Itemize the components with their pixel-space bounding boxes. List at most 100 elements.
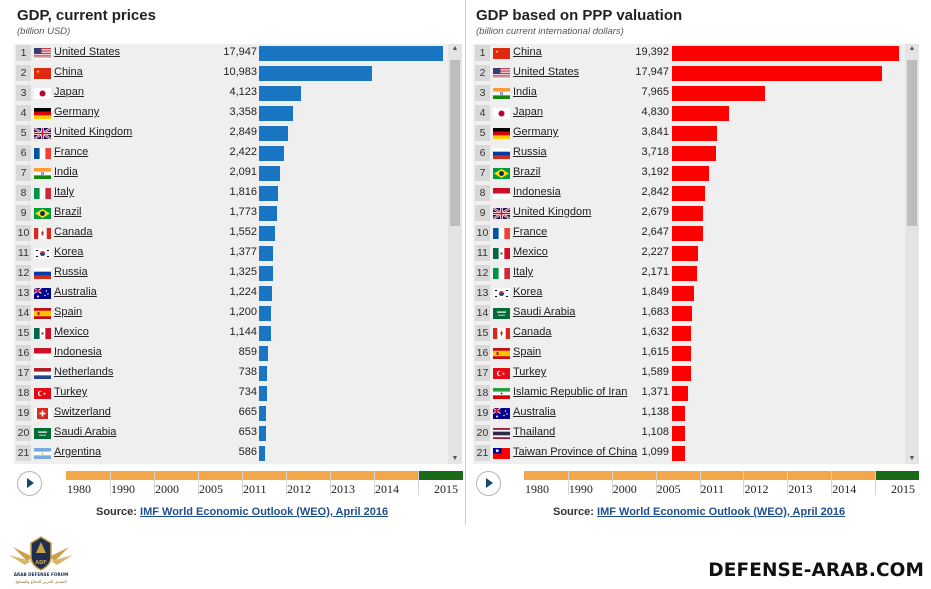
country-name[interactable]: Switzerland — [54, 406, 111, 418]
ranking-row[interactable]: 10 Canada 1,552 — [14, 224, 444, 242]
ranking-row[interactable]: 19 Switzerland 665 — [14, 404, 444, 422]
ranking-row[interactable]: 16 Indonesia 859 — [14, 344, 444, 362]
year-label[interactable]: 2013 — [788, 482, 813, 496]
country-name[interactable]: Russia — [513, 146, 547, 158]
year-label[interactable]: 2014 — [832, 482, 857, 496]
ranking-row[interactable]: 18 ★ Turkey 734 — [14, 384, 444, 402]
ranking-row[interactable]: 15 Mexico 1,144 — [14, 324, 444, 342]
ranking-row[interactable]: 19 Australia 1,138 — [473, 404, 903, 422]
ranking-row[interactable]: 3 Japan 4,123 — [14, 84, 444, 102]
country-name[interactable]: Germany — [54, 106, 100, 118]
timeline-segment[interactable] — [743, 471, 788, 480]
country-name[interactable]: Netherlands — [54, 366, 114, 378]
country-name[interactable]: Germany — [513, 126, 559, 138]
timeline-segment[interactable] — [286, 471, 331, 480]
timeline-segment[interactable] — [242, 471, 287, 480]
timeline-segment[interactable] — [110, 471, 155, 480]
year-label[interactable]: 2012 — [744, 482, 769, 496]
country-name[interactable]: Turkey — [54, 386, 88, 398]
ranking-row[interactable]: 4 Germany 3,358 — [14, 104, 444, 122]
country-name[interactable]: China — [54, 66, 83, 78]
scroll-up-icon[interactable]: ▲ — [451, 45, 459, 52]
country-name[interactable]: Islamic Republic of Iran — [513, 386, 628, 398]
play-button[interactable] — [476, 471, 501, 496]
year-label[interactable]: 1990 — [111, 482, 135, 496]
country-name[interactable]: Japan — [513, 106, 543, 118]
country-name[interactable]: Thailand — [513, 426, 556, 438]
country-name[interactable]: Australia — [54, 286, 97, 298]
ranking-row[interactable]: 1 ★ China 19,392 — [473, 44, 903, 62]
timeline-segment[interactable] — [524, 471, 569, 480]
country-name[interactable]: Italy — [513, 266, 534, 278]
ranking-row[interactable]: 10 France 2,647 — [473, 224, 903, 242]
ranking-row[interactable]: 21 Taiwan Province of China 1,099 — [473, 444, 903, 462]
country-name[interactable]: United States — [54, 46, 121, 58]
timeline-segment[interactable] — [374, 471, 419, 480]
year-label[interactable]: 2005 — [199, 482, 223, 496]
year-label[interactable]: 1980 — [67, 482, 91, 496]
year-label[interactable]: 2000 — [612, 482, 637, 496]
timeline-segment[interactable] — [567, 471, 613, 480]
scroll-up-icon[interactable]: ▲ — [908, 45, 916, 52]
country-name[interactable]: Mexico — [54, 326, 89, 338]
country-name[interactable]: Korea — [513, 286, 543, 298]
ranking-row[interactable]: 17 Netherlands 738 — [14, 364, 444, 382]
ranking-row[interactable]: 7 India 2,091 — [14, 164, 444, 182]
country-name[interactable]: Italy — [54, 186, 75, 198]
ranking-row[interactable]: 15 Canada 1,632 — [473, 324, 903, 342]
timeline-segment[interactable] — [875, 471, 920, 480]
ranking-row[interactable]: 20 Thailand 1,108 — [473, 424, 903, 442]
year-label[interactable]: 2000 — [155, 482, 179, 496]
year-timeline[interactable]: 1980 1990 2000 2005 2011 2012 2013 2014 2015 — [473, 471, 920, 496]
source-link[interactable]: IMF World Economic Outlook (WEO), April … — [597, 506, 846, 518]
ranking-row[interactable]: 8 Indonesia 2,842 — [473, 184, 903, 202]
ranking-row[interactable]: 18 Islamic Republic of Iran 1,371 — [473, 384, 903, 402]
ranking-row[interactable]: 2 United States 17,947 — [473, 64, 903, 82]
country-name[interactable]: Brazil — [513, 166, 541, 178]
ranking-row[interactable]: 3 India 7,965 — [473, 84, 903, 102]
ranking-row[interactable]: 11 Mexico 2,227 — [473, 244, 903, 262]
country-name[interactable]: Saudi Arabia — [54, 426, 117, 438]
ranking-list[interactable]: 1 United States 17,947 2 ★ China 10,983 3 Japan 4… — [14, 44, 462, 464]
country-name[interactable]: Japan — [54, 86, 84, 98]
ranking-row[interactable]: 13 Korea 1,849 — [473, 284, 903, 302]
country-name[interactable]: Saudi Arabia — [513, 306, 576, 318]
scroll-down-icon[interactable]: ▼ — [451, 455, 459, 462]
year-label[interactable]: 1980 — [525, 482, 549, 496]
play-button[interactable] — [17, 471, 42, 496]
timeline-segment[interactable] — [831, 471, 876, 480]
ranking-row[interactable]: 9 Brazil 1,773 — [14, 204, 444, 222]
ranking-row[interactable]: 4 Japan 4,830 — [473, 104, 903, 122]
ranking-row[interactable]: 16 Spain 1,615 — [473, 344, 903, 362]
country-name[interactable]: Taiwan Province of China — [513, 446, 638, 458]
country-name[interactable]: Turkey — [513, 366, 547, 378]
country-name[interactable]: China — [513, 46, 542, 58]
scroll-thumb[interactable] — [450, 60, 460, 226]
year-timeline[interactable]: 1980 1990 2000 2005 2011 2012 2013 2014 2015 — [14, 471, 463, 496]
year-label[interactable]: 2015 — [434, 482, 458, 496]
country-name[interactable]: Canada — [54, 226, 93, 238]
year-label[interactable]: 2013 — [331, 482, 355, 496]
year-label[interactable]: 1990 — [568, 482, 593, 496]
ranking-row[interactable]: 14 Spain 1,200 — [14, 304, 444, 322]
country-name[interactable]: Indonesia — [54, 346, 102, 358]
country-name[interactable]: Argentina — [54, 446, 102, 458]
country-name[interactable]: United Kingdom — [54, 126, 133, 138]
ranking-list[interactable]: 1 ★ China 19,392 2 United States 17,947 3 India 7… — [473, 44, 919, 464]
ranking-row[interactable]: 1 United States 17,947 — [14, 44, 444, 62]
country-name[interactable]: Mexico — [513, 246, 548, 258]
timeline-segment[interactable] — [418, 471, 463, 480]
ranking-row[interactable]: 13 Australia 1,224 — [14, 284, 444, 302]
country-name[interactable]: United States — [513, 66, 580, 78]
scrollbar[interactable]: ▲ ▼ — [448, 44, 462, 464]
country-name[interactable]: Canada — [513, 326, 552, 338]
scroll-thumb[interactable] — [907, 60, 917, 226]
year-label[interactable]: 2005 — [656, 482, 681, 496]
country-name[interactable]: France — [54, 146, 89, 158]
year-label[interactable]: 2011 — [700, 482, 725, 496]
scrollbar[interactable]: ▲ ▼ — [905, 44, 919, 464]
country-name[interactable]: Brazil — [54, 206, 82, 218]
timeline-segment[interactable] — [330, 471, 375, 480]
ranking-row[interactable]: 12 Italy 2,171 — [473, 264, 903, 282]
year-label[interactable]: 2012 — [287, 482, 311, 496]
